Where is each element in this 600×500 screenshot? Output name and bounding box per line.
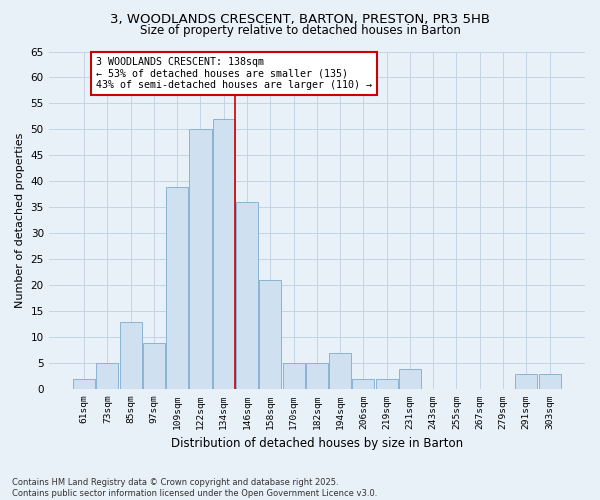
Bar [329, 353, 351, 390]
Bar [399, 368, 421, 390]
Bar [283, 364, 305, 390]
Bar [119, 322, 142, 390]
Y-axis label: Number of detached properties: Number of detached properties [15, 132, 25, 308]
Bar [352, 379, 374, 390]
Bar [97, 364, 118, 390]
Text: Contains HM Land Registry data © Crown copyright and database right 2025.
Contai: Contains HM Land Registry data © Crown c… [12, 478, 377, 498]
Bar [376, 379, 398, 390]
X-axis label: Distribution of detached houses by size in Barton: Distribution of detached houses by size … [171, 437, 463, 450]
Bar [143, 342, 165, 390]
Text: 3, WOODLANDS CRESCENT, BARTON, PRESTON, PR3 5HB: 3, WOODLANDS CRESCENT, BARTON, PRESTON, … [110, 12, 490, 26]
Text: Size of property relative to detached houses in Barton: Size of property relative to detached ho… [140, 24, 460, 37]
Bar [190, 130, 212, 390]
Text: 3 WOODLANDS CRESCENT: 138sqm
← 53% of detached houses are smaller (135)
43% of s: 3 WOODLANDS CRESCENT: 138sqm ← 53% of de… [96, 56, 372, 90]
Bar [236, 202, 258, 390]
Bar [212, 119, 235, 390]
Bar [539, 374, 560, 390]
Bar [306, 364, 328, 390]
Bar [166, 186, 188, 390]
Bar [259, 280, 281, 390]
Bar [515, 374, 538, 390]
Bar [73, 379, 95, 390]
